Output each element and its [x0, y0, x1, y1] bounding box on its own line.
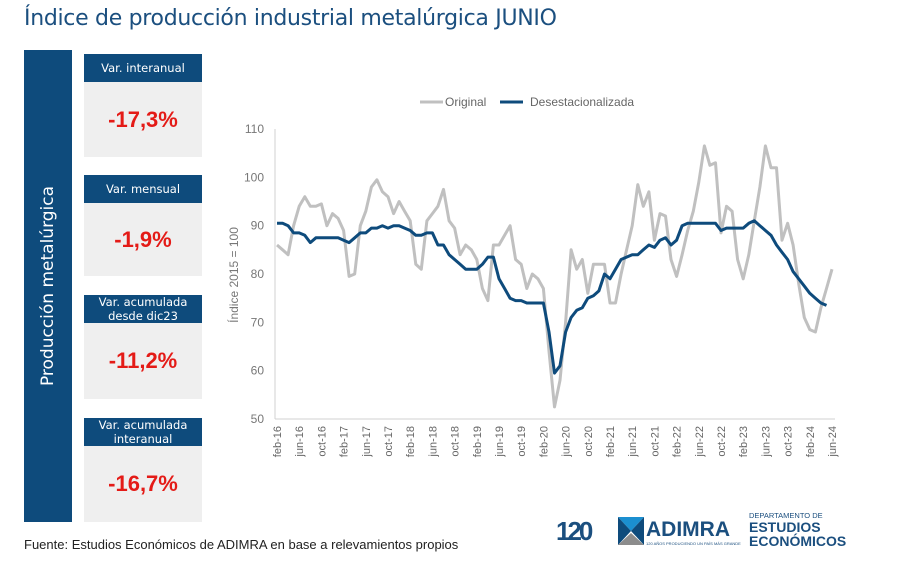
- adimra-tagline: 120 AÑOS PRODUCIENDO UN PAÍS MÁS GRANDE: [646, 541, 741, 546]
- kpi-value: -17,3%: [84, 82, 202, 157]
- kpi-label: Var. acumulada interanual: [84, 418, 202, 446]
- x-tick-label: oct-21: [649, 426, 661, 457]
- x-tick-label: oct-16: [316, 426, 328, 457]
- sidebar-label-bar: Producción metalúrgica: [24, 50, 72, 522]
- kpi-value: -11,2%: [84, 323, 202, 399]
- x-tick-label: feb-21: [605, 426, 617, 457]
- x-tick-label: oct-18: [450, 426, 462, 457]
- y-tick-label: 80: [251, 267, 265, 281]
- x-tick-label: feb-20: [538, 426, 550, 457]
- kpi-card-interanual: Var. interanual -17,3%: [84, 54, 202, 157]
- x-tick-label: feb-23: [738, 426, 750, 457]
- x-tick-label: jun-20: [561, 426, 573, 458]
- x-tick-label: jun-24: [827, 426, 839, 458]
- y-axis-label: Índice 2015 = 100: [226, 227, 241, 323]
- adimra-wordmark: ADIMRA: [646, 518, 730, 541]
- legend-label-original: Original: [445, 95, 486, 109]
- source-note: Fuente: Estudios Económicos de ADIMRA en…: [24, 537, 459, 552]
- dept-name-line1: ESTUDIOS: [749, 519, 821, 535]
- x-tick-label: jun-17: [361, 426, 373, 458]
- x-tick-label: feb-19: [472, 426, 484, 457]
- kpi-value: -16,7%: [84, 446, 202, 522]
- dept-name-line2: ECONÓMICOS: [749, 533, 847, 549]
- kpi-label: Var. mensual: [84, 175, 202, 203]
- y-tick-label: 70: [251, 315, 265, 329]
- legend-label-desestacionalizada: Desestacionalizada: [530, 95, 634, 109]
- x-tick-label: oct-17: [383, 426, 395, 457]
- x-tick-label: feb-24: [805, 426, 817, 457]
- y-tick-label: 100: [244, 170, 264, 184]
- y-tick-label: 50: [251, 412, 265, 426]
- x-tick-label: oct-22: [716, 426, 728, 457]
- kpi-value: -1,9%: [84, 203, 202, 276]
- x-tick-label: jun-23: [760, 426, 772, 458]
- chart-legend: Original Desestacionalizada: [420, 95, 634, 109]
- adimra-logo-icon: [618, 517, 644, 545]
- kpi-label: Var. acumulada desde dic23: [84, 295, 202, 323]
- x-tick-label: feb-17: [339, 426, 351, 457]
- kpi-card-acumulada-interanual: Var. acumulada interanual -16,7%: [84, 418, 202, 522]
- kpi-label: Var. interanual: [84, 54, 202, 82]
- kpi-card-acumulada-dic23: Var. acumulada desde dic23 -11,2%: [84, 295, 202, 399]
- page-title: Índice de producción industrial metalúrg…: [24, 6, 557, 31]
- dept-name: ESTUDIOS ECONÓMICOS: [749, 520, 846, 548]
- x-tick-label: jun-21: [627, 426, 639, 458]
- kpi-card-mensual: Var. mensual -1,9%: [84, 175, 202, 276]
- x-tick-label: jun-19: [494, 426, 506, 458]
- logo-120-anios: 120: [556, 516, 593, 546]
- x-tick-label: oct-23: [783, 426, 795, 457]
- x-tick-label: jun-16: [294, 426, 306, 458]
- x-tick-label: feb-16: [272, 426, 284, 457]
- y-tick-label: 60: [251, 364, 265, 378]
- series-line-original: [276, 144, 834, 409]
- x-tick-label: jun-22: [694, 426, 706, 458]
- dept-label: DEPARTAMENTO DE: [749, 511, 823, 520]
- x-tick-label: oct-19: [516, 426, 528, 457]
- y-tick-label: 90: [251, 219, 265, 233]
- x-tick-label: feb-22: [672, 426, 684, 457]
- x-tick-label: feb-18: [405, 426, 417, 457]
- y-tick-label: 110: [245, 122, 264, 136]
- x-tick-label: oct-20: [583, 426, 595, 457]
- series-line-desestacionalizada: [277, 219, 828, 375]
- x-tick-label: jun-18: [427, 426, 439, 458]
